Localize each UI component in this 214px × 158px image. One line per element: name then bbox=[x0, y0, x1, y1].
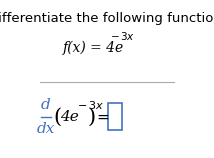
Text: $-\,3x$: $-\,3x$ bbox=[110, 30, 136, 42]
Text: =: = bbox=[97, 109, 109, 125]
Text: (: ( bbox=[54, 108, 62, 127]
Text: ): ) bbox=[88, 108, 96, 127]
Text: $-\,3x$: $-\,3x$ bbox=[77, 99, 104, 111]
FancyBboxPatch shape bbox=[108, 103, 122, 130]
Text: d: d bbox=[41, 98, 51, 112]
Text: dx: dx bbox=[37, 122, 55, 137]
Text: f(x) = 4e: f(x) = 4e bbox=[62, 41, 124, 55]
Text: Differentiate the following function.: Differentiate the following function. bbox=[0, 12, 214, 25]
Text: 4e: 4e bbox=[60, 110, 79, 124]
